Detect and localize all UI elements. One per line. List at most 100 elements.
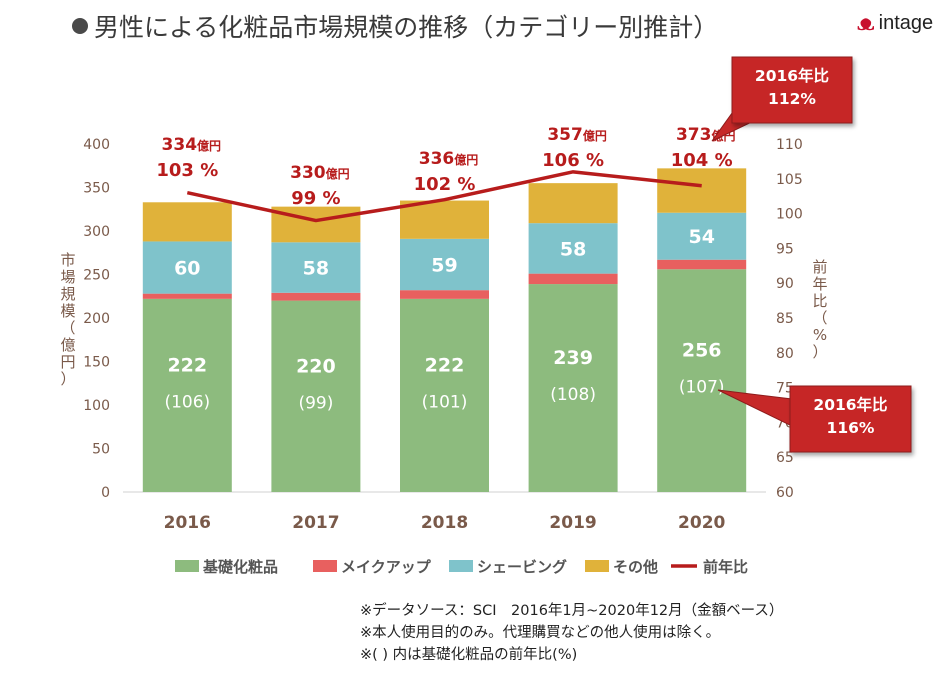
y-axis-label-char: （ <box>60 319 75 337</box>
segment-yoy-label: (101) <box>422 392 468 412</box>
bar-segment-makeup <box>271 292 361 301</box>
bar-segment-skincare <box>142 298 232 492</box>
total-ratio-label: 106 % <box>542 150 604 171</box>
y2-tick-label: 80 <box>776 346 794 362</box>
y2-tick-label: 95 <box>776 241 794 257</box>
total-ratio-label: 102 % <box>414 174 476 195</box>
footnote: ※本人使用目的のみ。代理購買などの他人使用は除く。 <box>360 625 721 641</box>
bar-segment-shaving <box>271 242 361 293</box>
segment-value-label: 220 <box>296 355 336 377</box>
x-tick-label: 2018 <box>421 513 468 533</box>
bar-segment-skincare <box>400 298 489 492</box>
total-ratio-label: 104 % <box>671 150 733 171</box>
segment-value-label: 58 <box>303 258 329 280</box>
total-number: 373 <box>676 125 712 145</box>
total-number: 336 <box>419 149 455 169</box>
legend-swatch <box>175 560 199 572</box>
x-tick-label: 2020 <box>678 513 725 533</box>
y2-axis-label-char: 比 <box>812 292 827 310</box>
y-tick-label: 200 <box>83 311 110 327</box>
bar-segment-shaving <box>142 241 232 294</box>
total-unit: 億円 <box>454 152 478 167</box>
y-tick-label: 300 <box>83 224 110 240</box>
bar-segment-other <box>142 202 232 242</box>
y2-axis-label: 前年比（%） <box>812 258 827 361</box>
x-tick-label: 2017 <box>292 513 339 533</box>
y-tick-label: 400 <box>83 137 110 153</box>
segment-value-label: 54 <box>688 226 714 248</box>
segment-value-label: 222 <box>425 354 465 376</box>
y-axis-label-char: 場 <box>60 268 75 286</box>
bar-segment-skincare <box>271 300 361 492</box>
segment-yoy-label: (106) <box>164 392 210 412</box>
bar-segment-other <box>271 206 361 243</box>
y2-tick-label: 105 <box>776 172 803 188</box>
total-unit: 億円 <box>583 128 607 143</box>
y-axis-label-char: 億 <box>60 336 75 354</box>
segment-value-label: 59 <box>431 254 457 276</box>
y-axis-label-char: ） <box>60 370 75 388</box>
legend-label: 前年比 <box>703 558 748 576</box>
logo-mark-icon: ᴥ <box>857 10 875 36</box>
intage-logo: ᴥ intage <box>857 8 933 38</box>
y-axis-label-char: 円 <box>60 353 75 371</box>
legend-label: シェービング <box>477 558 567 576</box>
footnotes: ※データソース：SCI 2016年1月~2020年12月（金額ベース） ※本人使… <box>360 600 783 666</box>
bullet-dot-icon <box>72 18 88 34</box>
bar-segment-other <box>657 168 747 213</box>
total-ratio-label: 99 % <box>291 188 340 209</box>
bar-segment-makeup <box>528 273 618 285</box>
bar-segment-shaving <box>657 212 747 260</box>
callout-2020-total-line1: 2016年比 <box>755 66 829 85</box>
callout-2020-skincare-line2: 116% <box>827 419 875 437</box>
bar-segment-makeup <box>400 290 489 299</box>
total-number: 357 <box>547 125 583 145</box>
bar-segment-other <box>528 183 618 224</box>
y-axis-label: 市場規模（億円） <box>60 251 75 388</box>
x-tick-label: 2019 <box>549 513 596 533</box>
total-value-label: 330億円 <box>290 163 350 183</box>
segment-value-label: 222 <box>167 354 207 376</box>
y2-tick-label: 85 <box>776 311 794 327</box>
y2-tick-label: 90 <box>776 276 794 292</box>
y2-tick-label: 75 <box>776 381 794 397</box>
bar-segment-makeup <box>657 259 747 270</box>
y-axis-label-char: 規 <box>60 285 75 303</box>
total-number: 330 <box>290 163 326 183</box>
bar-segment-other <box>400 200 489 239</box>
y-tick-label: 0 <box>101 485 110 501</box>
total-value-label: 357億円 <box>547 125 607 145</box>
y-axis-label-char: 市 <box>60 251 75 269</box>
segment-yoy-label: (99) <box>298 393 333 413</box>
callout-2020-skincare-line1: 2016年比 <box>813 395 887 414</box>
y-tick-label: 50 <box>92 442 110 458</box>
y2-axis-label-char: 前 <box>812 258 827 276</box>
legend-swatch <box>313 560 337 572</box>
y-tick-label: 150 <box>83 355 110 371</box>
y2-axis-label-char: % <box>813 326 827 344</box>
y-tick-label: 350 <box>83 181 110 197</box>
segment-value-label: 58 <box>560 238 586 260</box>
segment-value-label: 256 <box>682 340 722 362</box>
y2-axis-label-char: （ <box>812 309 827 327</box>
bar-segment-makeup <box>142 293 232 299</box>
legend-label: メイクアップ <box>341 558 432 576</box>
bar-segment-shaving <box>528 223 618 274</box>
total-number: 334 <box>162 135 198 155</box>
total-value-label: 334億円 <box>162 135 222 155</box>
page-title: 男性による化粧品市場規模の推移（カテゴリー別推計） <box>72 8 718 44</box>
segment-yoy-label: (107) <box>679 378 725 398</box>
total-ratio-label: 103 % <box>156 160 218 181</box>
y2-tick-label: 110 <box>776 137 803 153</box>
legend-label: その他 <box>613 558 658 576</box>
y2-tick-label: 65 <box>776 450 794 466</box>
total-unit: 億円 <box>326 166 350 181</box>
y-tick-label: 100 <box>83 398 110 414</box>
footnote: ※データソース：SCI 2016年1月~2020年12月（金額ベース） <box>360 603 784 619</box>
logo-text: intage <box>878 11 934 34</box>
y2-axis-label-char: ） <box>812 343 827 361</box>
y2-tick-label: 60 <box>776 485 794 501</box>
bar-segment-skincare <box>528 284 618 492</box>
y-axis-label-char: 模 <box>60 302 75 320</box>
